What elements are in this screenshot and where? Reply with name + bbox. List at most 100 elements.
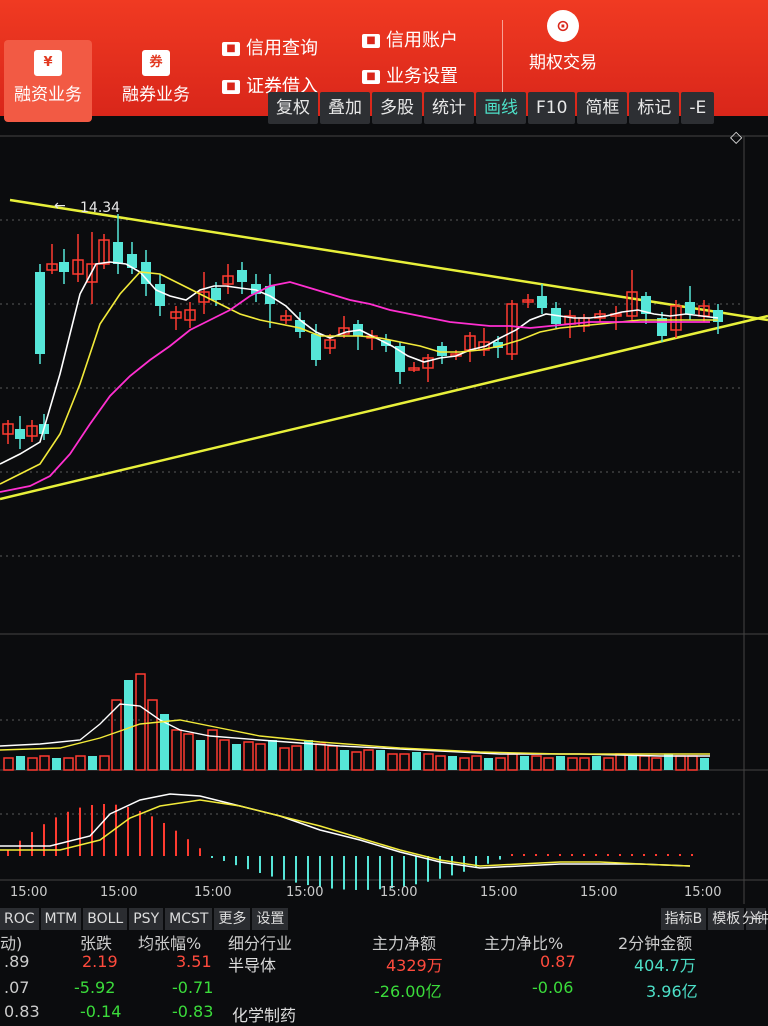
macd-dea-line <box>0 799 691 867</box>
credit-query-item[interactable]: ■ 信用查询 <box>222 34 318 60</box>
candle-body-14 <box>170 311 182 319</box>
minute-label: 分钟 <box>742 911 768 927</box>
tab-mtm[interactable]: MTM <box>40 908 82 930</box>
time-label-5: 15:00 <box>480 885 517 900</box>
tab-mark[interactable]: 标记 <box>629 92 680 124</box>
options-trading-button[interactable]: ⊙ 期权交易 <box>518 10 608 73</box>
candle-body-50 <box>685 302 695 314</box>
candle-body-37 <box>493 342 503 348</box>
credit-query-icon: ■ <box>222 42 240 56</box>
volume-bar-4 <box>52 758 61 770</box>
candles <box>2 214 723 449</box>
header-change[interactable]: 张跌 <box>80 934 113 953</box>
candle-body-0 <box>2 423 14 435</box>
row2-avg: -0.71 <box>172 978 214 997</box>
candle-body-30 <box>395 346 405 372</box>
tab-roc[interactable]: ROC <box>0 908 39 930</box>
volume-bar-10 <box>124 680 133 770</box>
row1-col1: .89 <box>4 952 30 971</box>
macd-panel <box>0 793 693 890</box>
tab-more[interactable]: -E <box>681 92 715 124</box>
lending-icon: 券 <box>142 50 170 76</box>
time-label-6: 15:00 <box>580 885 617 900</box>
business-settings-item[interactable]: ■ 业务设置 <box>362 62 458 88</box>
diamond-icon[interactable]: ◇ <box>730 127 743 146</box>
indicator-tabs: ROC MTM BOLL PSY MCST 更多 设置 指标B 模板 + <box>0 908 768 930</box>
header-main-ratio[interactable]: 主力净比% <box>484 934 564 953</box>
securities-borrow-item[interactable]: ■ 证券借入 <box>222 72 318 98</box>
tab-draw-line[interactable]: 画线 <box>476 92 526 124</box>
volume-bar-11 <box>135 673 146 771</box>
tab-simple-frame[interactable]: 简框 <box>577 92 628 124</box>
volume-bar-22 <box>268 740 277 770</box>
yen-icon: ¥ <box>34 50 62 76</box>
volume-bar-14 <box>171 729 182 771</box>
tab-restore-rights[interactable]: 复权 <box>268 92 318 124</box>
candle-body-49 <box>670 305 682 331</box>
candle-body-22 <box>280 315 292 321</box>
volume-bars <box>0 673 710 771</box>
business-settings-icon: ■ <box>362 70 380 84</box>
header-2min-amount[interactable]: 2分钟金额 <box>618 934 693 953</box>
row1-avg: 3.51 <box>176 952 212 971</box>
volume-bar-7 <box>88 756 97 770</box>
ma-yellow-line <box>0 271 718 485</box>
candle-body-20 <box>251 284 261 294</box>
margin-financing-button[interactable]: ¥ 融资业务 <box>4 40 92 122</box>
tab-mcst[interactable]: MCST <box>165 908 213 930</box>
tab-add[interactable]: + <box>746 908 766 930</box>
row2-net: -26.00亿 <box>374 982 442 1001</box>
volume-bar-33 <box>399 753 410 771</box>
volume-bar-38 <box>459 757 470 771</box>
volume-bar-46 <box>556 756 565 770</box>
credit-account-item[interactable]: ■ 信用账户 <box>362 26 458 52</box>
header-avg-change[interactable]: 均张幅% <box>138 934 202 953</box>
tab-more-indicators[interactable]: 更多 <box>214 908 251 930</box>
row3-industry: 化学制药 <box>232 1006 297 1025</box>
candle-body-21 <box>265 286 275 304</box>
ma-magenta-line <box>0 281 710 493</box>
stock-chart: ← 14.34 ◇ 15:00 15:00 15:00 15:00 15:00 15:00… <box>0 124 768 904</box>
volume-bar-15 <box>183 733 194 771</box>
candle-body-15 <box>184 309 196 321</box>
time-label-3: 15:00 <box>286 885 323 900</box>
tab-boll[interactable]: BOLL <box>83 908 128 930</box>
lower-trend-line <box>0 314 768 501</box>
tab-overlay[interactable]: 叠加 <box>320 92 370 124</box>
tab-f10[interactable]: F10 <box>528 92 576 124</box>
header-industry[interactable]: 细分行业 <box>228 934 293 953</box>
tab-indicator-settings[interactable]: 设置 <box>252 908 289 930</box>
tab-indicator-b[interactable]: 指标B <box>660 908 707 930</box>
volume-bar-1 <box>16 756 25 770</box>
tab-psy[interactable]: PSY <box>129 908 164 930</box>
volume-bar-41 <box>495 757 506 771</box>
candle-body-31 <box>408 367 420 371</box>
header-col-1[interactable]: 动) <box>0 934 23 953</box>
candle-body-24 <box>311 334 321 360</box>
securities-borrow-icon: ■ <box>222 80 240 94</box>
volume-bar-39 <box>471 755 482 771</box>
tab-multi-stock[interactable]: 多股 <box>372 92 422 124</box>
header-main-net[interactable]: 主力净额 <box>372 934 437 953</box>
credit-account-label: 信用账户 <box>386 30 458 51</box>
volume-bar-35 <box>423 753 434 771</box>
candle-body-8 <box>86 263 98 283</box>
tab-template[interactable]: 模板 <box>708 908 745 930</box>
candle-body-16 <box>198 291 210 303</box>
moving-averages <box>0 261 719 493</box>
volume-bar-58 <box>700 758 709 770</box>
candle-body-47 <box>641 296 651 314</box>
securities-lending-label: 融券业务 <box>122 85 190 105</box>
candle-body-32 <box>422 357 434 369</box>
securities-lending-button[interactable]: 券 融券业务 <box>112 40 200 122</box>
tab-statistics[interactable]: 统计 <box>424 92 474 124</box>
candle-body-13 <box>155 284 165 306</box>
candle-body-10 <box>113 242 123 264</box>
volume-bar-47 <box>567 757 578 771</box>
securities-borrow-label: 证券借入 <box>246 76 318 97</box>
macd-dif-line <box>0 793 691 869</box>
business-settings-label: 业务设置 <box>386 66 458 87</box>
volume-bar-40 <box>484 758 493 770</box>
credit-query-label: 信用查询 <box>246 38 318 59</box>
stock-table: 动) 张跌 均张幅% 细分行业 主力净额 主力净比% 2分钟金额 .89 2.1… <box>0 928 768 1025</box>
